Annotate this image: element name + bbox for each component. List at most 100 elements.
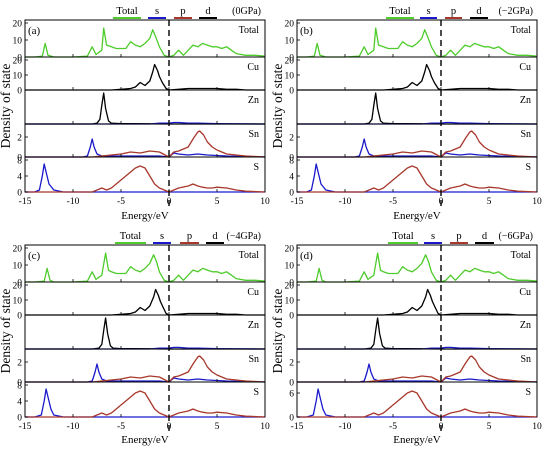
series-line-d <box>25 63 265 91</box>
subplot-label: Total <box>239 25 260 36</box>
x-tick-label: 0 <box>439 422 444 432</box>
y-tick-label: 20 <box>285 245 295 255</box>
x-axis-title: Energy/eV <box>393 210 441 222</box>
subplot-sn: 0 2 Sn <box>17 123 266 164</box>
legend-label-total: Total <box>116 6 138 17</box>
y-tick-label: 2 <box>289 134 294 144</box>
y-tick-label: 0 <box>17 154 22 164</box>
series-line-p <box>297 165 538 193</box>
y-tick-label: 10 <box>285 72 295 82</box>
x-axis-title: Energy/eV <box>121 434 169 446</box>
series-line-d <box>25 92 265 125</box>
series-line-s <box>25 363 266 383</box>
series-line-d <box>297 288 537 316</box>
pressure-label: (−2GPa) <box>498 6 533 17</box>
subplot-label: Zn <box>248 320 259 331</box>
series-line-p <box>297 355 538 383</box>
pressure-label: (−6GPa) <box>498 231 533 242</box>
x-tick-label: 5 <box>215 197 220 207</box>
subplot-label: Total <box>511 250 532 261</box>
series-line-total <box>25 252 266 283</box>
series-line-s <box>25 163 265 193</box>
y-axis-title: Density of state <box>270 64 285 149</box>
y-tick-label: 0 <box>289 154 294 164</box>
x-tick-label: -5 <box>117 422 125 432</box>
legend-label-s: s <box>431 231 435 242</box>
subplot-s: 0 4 8 S <box>17 381 266 424</box>
x-tick-label: -15 <box>291 197 304 207</box>
y-tick-label: 10 <box>13 72 23 82</box>
y-tick-label: 20 <box>13 282 23 292</box>
legend-label-p: p <box>180 6 185 17</box>
legend-label-p: p <box>451 6 456 17</box>
series-line-s <box>297 163 537 193</box>
x-tick-label: -5 <box>117 197 125 207</box>
legend-label-total: Total <box>392 231 414 242</box>
series-line-p <box>297 130 538 158</box>
y-tick-label: 10 <box>285 37 295 47</box>
y-axis-title: Density of state <box>270 289 285 374</box>
legend-label-s: s <box>426 6 430 17</box>
y-tick-label: 0 <box>289 414 294 424</box>
y-tick-label: 20 <box>13 20 23 30</box>
x-tick-label: 10 <box>260 422 270 432</box>
y-tick-label: 10 <box>13 297 23 307</box>
y-tick-label: 10 <box>285 262 295 272</box>
y-tick-label: 0 <box>17 279 22 289</box>
subplot-frame <box>296 156 538 193</box>
subplot-label: Total <box>511 25 532 36</box>
subplot-s: 06 S <box>289 381 538 424</box>
series-line-p <box>25 355 266 383</box>
legend-label-total: Total <box>120 231 142 242</box>
x-tick-label: 5 <box>487 422 492 432</box>
y-tick-label: 0 <box>289 379 294 389</box>
series-line-s <box>297 363 538 383</box>
y-tick-label: 0 <box>289 87 294 97</box>
pressure-label: (−4GPa) <box>226 231 261 242</box>
subplot-frame <box>296 89 538 125</box>
y-tick-label: 4 <box>17 173 22 183</box>
x-tick-label: -10 <box>67 197 80 207</box>
y-tick-label: 0 <box>289 189 294 199</box>
series-line-d <box>25 317 265 350</box>
subplot-label: Sn <box>520 129 531 140</box>
y-tick-label: 10 <box>13 37 23 47</box>
panel-tag: (d) <box>300 250 313 262</box>
subplot-frame <box>24 381 266 418</box>
subplot-label: Cu <box>247 62 259 73</box>
x-tick-label: 5 <box>215 422 220 432</box>
subplot-frame <box>24 314 266 350</box>
legend-label-d: d <box>205 6 211 17</box>
subplot-sn: 0 2 Sn <box>289 123 538 164</box>
y-tick-label: 20 <box>285 20 295 30</box>
y-tick-label: 0 <box>17 379 22 389</box>
y-tick-label: 20 <box>285 57 295 67</box>
legend-label-d: d <box>212 231 218 242</box>
panel-tag: (a) <box>28 25 41 37</box>
series-line-d <box>25 288 265 316</box>
y-tick-label: 2 <box>17 359 22 369</box>
subplot-frame <box>296 244 538 283</box>
subplot-label: S <box>525 387 531 398</box>
series-line-p <box>297 390 538 418</box>
subplot-label: Sn <box>248 354 259 365</box>
y-tick-label: 10 <box>285 297 295 307</box>
subplot-label: Zn <box>248 95 259 106</box>
subplot-frame <box>24 19 266 58</box>
subplot-zn: Zn <box>24 89 266 125</box>
subplot-frame <box>24 89 266 125</box>
series-line-total <box>25 27 266 58</box>
y-tick-label: 20 <box>285 282 295 292</box>
y-tick-label: 6 <box>289 390 294 400</box>
subplot-sn: 0 2 Sn <box>289 348 538 389</box>
y-tick-label: 0 <box>289 54 294 64</box>
legend-label-total: Total <box>389 6 411 17</box>
y-tick-label: 0 <box>17 414 22 424</box>
y-tick-label: 0 <box>17 87 22 97</box>
x-tick-label: -15 <box>19 197 32 207</box>
y-tick-label: 8 <box>289 157 294 167</box>
x-tick-label: 0 <box>167 197 172 207</box>
series-line-s <box>297 138 538 158</box>
